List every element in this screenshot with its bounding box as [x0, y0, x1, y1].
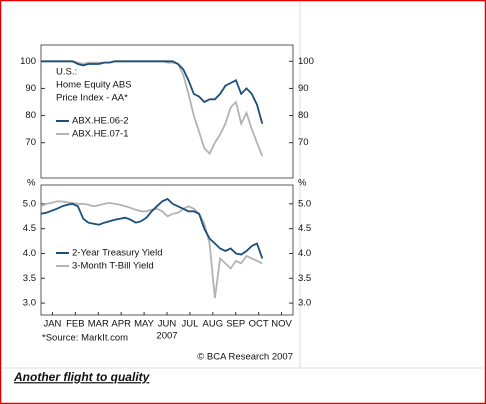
y-tick-label: 3.0: [298, 298, 311, 309]
y-tick-label: 70: [25, 137, 36, 148]
data-line: [40, 200, 263, 299]
x-tick-label: SEP: [226, 319, 245, 330]
y-tick-label: 3.5: [298, 273, 311, 284]
y-tick-label: 100: [20, 56, 36, 67]
x-tick-label: AUG: [203, 319, 224, 330]
y-tick-label: 70: [298, 137, 309, 148]
data-line: [41, 60, 264, 124]
data-line: [40, 197, 264, 259]
x-tick-label: MAR: [88, 319, 109, 330]
y-tick-label: 80: [25, 110, 36, 121]
y-axis-unit: %: [27, 178, 36, 189]
y-tick-label: 3.0: [23, 298, 36, 309]
legend-label: 2-Year Treasury Yield: [72, 248, 162, 259]
caption: Another flight to quality: [13, 370, 151, 384]
y-tick-label: 100: [298, 56, 314, 67]
y-tick-label: 4.0: [298, 248, 311, 259]
y-tick-label: 90: [298, 83, 309, 94]
x-axis-label: 2007: [156, 331, 177, 342]
plot-frame: [40, 44, 294, 179]
legend-label: ABX.HE.06-2: [72, 116, 129, 127]
y-tick-label: 90: [25, 83, 36, 94]
annotation: Price Index - AA*: [56, 93, 128, 104]
credit: © BCA Research 2007: [197, 352, 293, 363]
x-tick-label: NOV: [271, 319, 292, 330]
y-axis-unit: %: [298, 178, 307, 189]
y-tick-label: 5.0: [23, 198, 36, 209]
x-tick-label: FEB: [66, 319, 84, 330]
y-tick-label: 4.5: [23, 223, 36, 234]
x-tick-label: JUL: [181, 319, 198, 330]
y-tick-label: 4.0: [23, 248, 36, 259]
legend-label: 3-Month T-Bill Yield: [72, 261, 154, 272]
source-note: *Source: MarkIt.com: [42, 333, 128, 344]
legend-label: ABX.HE.07-1: [72, 129, 129, 140]
x-tick-label: APR: [111, 319, 131, 330]
annotation: U.S.:: [56, 67, 77, 78]
y-tick-label: 4.5: [298, 223, 311, 234]
y-tick-label: 5.0: [298, 198, 311, 209]
x-tick-label: OCT: [249, 319, 269, 330]
x-tick-label: JAN: [43, 319, 61, 330]
y-tick-label: 80: [298, 110, 309, 121]
annotation: Home Equity ABS: [56, 80, 132, 91]
y-tick-label: 3.5: [23, 273, 36, 284]
x-tick-label: MAY: [134, 319, 155, 330]
x-tick-label: JUN: [158, 319, 177, 330]
